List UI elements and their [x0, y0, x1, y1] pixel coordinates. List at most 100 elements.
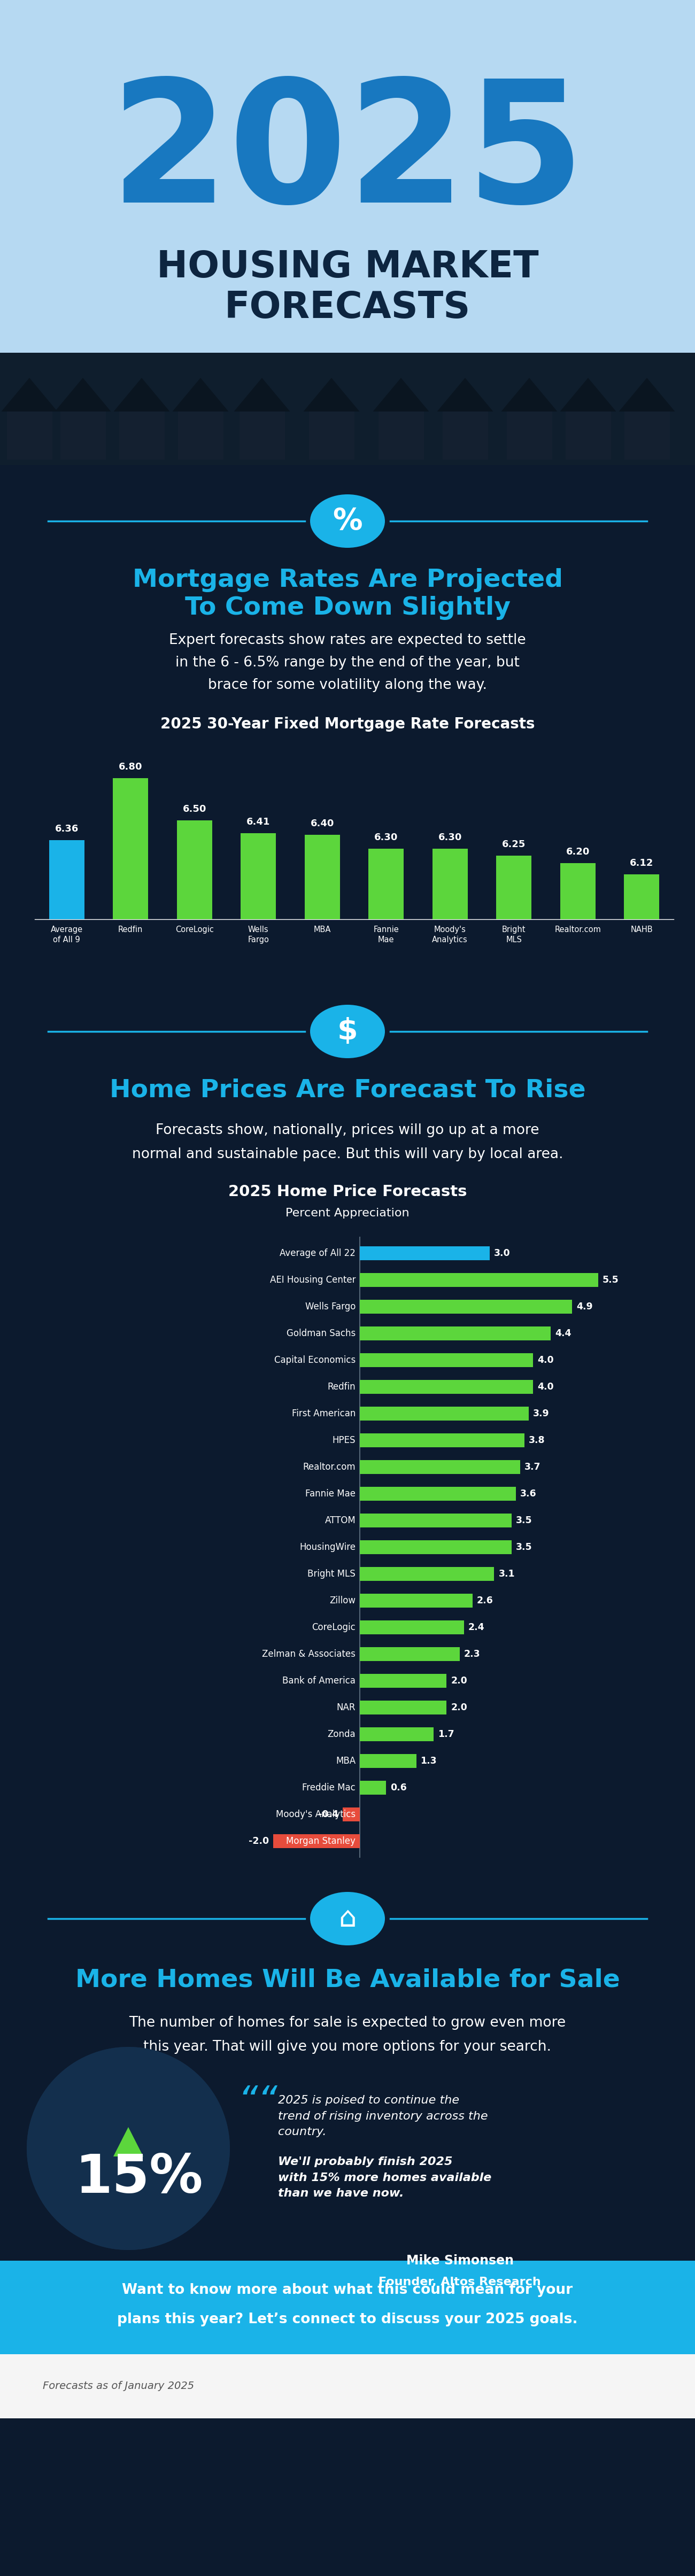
Bar	[360, 1273, 598, 1288]
Bar	[443, 412, 488, 459]
Text: Mike Simonsen: Mike Simonsen	[406, 2254, 514, 2267]
Text: 6.25: 6.25	[502, 840, 525, 850]
Text: 4.9: 4.9	[576, 1301, 593, 1311]
Text: 2.6: 2.6	[477, 1597, 493, 1605]
Circle shape	[26, 2048, 230, 2249]
Text: We'll probably finish 2025
with 15% more homes available
than we have now.: We'll probably finish 2025 with 15% more…	[278, 2156, 491, 2200]
Text: 2.0: 2.0	[451, 1703, 467, 1713]
Text: 6.30: 6.30	[438, 832, 462, 842]
Bar	[304, 835, 340, 920]
Bar	[565, 412, 611, 459]
Text: MBA: MBA	[313, 925, 331, 933]
Text: 6.80: 6.80	[119, 762, 142, 773]
Bar	[360, 1566, 494, 1582]
Bar	[624, 412, 669, 459]
Text: $: $	[337, 1018, 358, 1046]
Bar	[60, 412, 106, 459]
Text: 3.9: 3.9	[533, 1409, 550, 1419]
Text: plans this year? Let’s connect to discuss your 2025 goals.: plans this year? Let’s connect to discus…	[117, 2313, 578, 2326]
Text: AEI Housing Center: AEI Housing Center	[270, 1275, 356, 1285]
Circle shape	[26, 2048, 230, 2249]
Text: Expert forecasts show rates are expected to settle
in the 6 - 6.5% range by the : Expert forecasts show rates are expected…	[169, 634, 526, 693]
Bar	[0, 2354, 695, 2419]
Text: HOUSING MARKET: HOUSING MARKET	[156, 250, 539, 286]
Polygon shape	[234, 379, 290, 412]
Text: 4.0: 4.0	[537, 1383, 554, 1391]
Text: -0.4: -0.4	[318, 1808, 338, 1819]
Bar	[343, 1808, 360, 1821]
Text: 6.41: 6.41	[247, 817, 270, 827]
Text: 3.7: 3.7	[525, 1463, 541, 1471]
Bar	[624, 873, 660, 920]
Ellipse shape	[310, 1891, 385, 1945]
Text: NAR: NAR	[336, 1703, 356, 1713]
Polygon shape	[373, 379, 429, 412]
Text: 2025 is poised to continue the
trend of rising inventory across the
country.: 2025 is poised to continue the trend of …	[278, 2094, 488, 2138]
Text: Forecasts as of January 2025: Forecasts as of January 2025	[43, 2380, 194, 2391]
Text: Redfin: Redfin	[327, 1383, 356, 1391]
Text: Moody's
Analytics: Moody's Analytics	[432, 925, 468, 943]
Bar	[360, 1780, 386, 1795]
Text: 5.5: 5.5	[603, 1275, 619, 1285]
Polygon shape	[619, 379, 675, 412]
Bar	[360, 1540, 512, 1553]
Bar	[360, 1301, 572, 1314]
Text: CoreLogic: CoreLogic	[312, 1623, 356, 1633]
Text: HPES: HPES	[332, 1435, 356, 1445]
Bar	[0, 456, 695, 2576]
Bar	[113, 778, 148, 920]
Text: 2025: 2025	[110, 72, 585, 237]
Text: ATTOM: ATTOM	[325, 1515, 356, 1525]
Text: HousingWire: HousingWire	[300, 1543, 356, 1551]
Text: ““: ““	[238, 2084, 278, 2120]
Text: Forecasts show, nationally, prices will go up at a more: Forecasts show, nationally, prices will …	[156, 1123, 539, 1136]
Bar	[177, 822, 212, 920]
Text: 6.40: 6.40	[311, 819, 334, 829]
Text: 0.6: 0.6	[390, 1783, 407, 1793]
Bar	[560, 863, 596, 920]
Bar	[360, 1352, 533, 1368]
Text: Fannie
Mae: Fannie Mae	[373, 925, 399, 943]
Bar	[496, 855, 532, 920]
Bar	[273, 1834, 360, 1847]
Text: First American: First American	[292, 1409, 356, 1419]
Text: Realtor.com: Realtor.com	[303, 1463, 356, 1471]
Ellipse shape	[310, 495, 385, 549]
Text: 6.12: 6.12	[630, 858, 653, 868]
Text: Zelman & Associates: Zelman & Associates	[262, 1649, 356, 1659]
Text: CoreLogic: CoreLogic	[175, 925, 213, 933]
Bar	[49, 840, 84, 920]
Bar	[0, 2262, 695, 2354]
Bar	[360, 1486, 516, 1502]
Bar	[507, 412, 552, 459]
Text: Bright MLS: Bright MLS	[308, 1569, 356, 1579]
Text: 6.20: 6.20	[566, 848, 589, 855]
Polygon shape	[560, 379, 616, 412]
Bar	[360, 1381, 533, 1394]
Bar	[0, 353, 695, 464]
Text: To Come Down Slightly: To Come Down Slightly	[185, 595, 510, 621]
Bar	[309, 412, 354, 459]
Text: 2025 Home Price Forecasts: 2025 Home Price Forecasts	[228, 1185, 467, 1200]
Text: Bright
MLS: Bright MLS	[502, 925, 526, 943]
Text: Want to know more about what this could mean for your: Want to know more about what this could …	[122, 2282, 573, 2298]
Text: 3.8: 3.8	[529, 1435, 545, 1445]
Text: 6.50: 6.50	[183, 804, 206, 814]
Text: 3.5: 3.5	[516, 1543, 532, 1551]
Text: -2.0: -2.0	[249, 1837, 269, 1847]
Text: FORECASTS: FORECASTS	[224, 289, 471, 325]
Text: %: %	[333, 507, 362, 536]
Bar	[119, 412, 165, 459]
Bar	[7, 412, 52, 459]
Bar	[360, 1646, 459, 1662]
Text: MBA: MBA	[336, 1757, 356, 1765]
Bar	[360, 1432, 525, 1448]
Text: 3.5: 3.5	[516, 1515, 532, 1525]
Text: 3.6: 3.6	[520, 1489, 537, 1499]
Text: Realtor.com: Realtor.com	[555, 925, 601, 933]
Bar	[178, 412, 223, 459]
Text: 3.1: 3.1	[498, 1569, 515, 1579]
Text: Mortgage Rates Are Projected: Mortgage Rates Are Projected	[132, 567, 563, 592]
Bar	[432, 848, 468, 920]
Text: The number of homes for sale is expected to grow even more: The number of homes for sale is expected…	[129, 2017, 566, 2030]
